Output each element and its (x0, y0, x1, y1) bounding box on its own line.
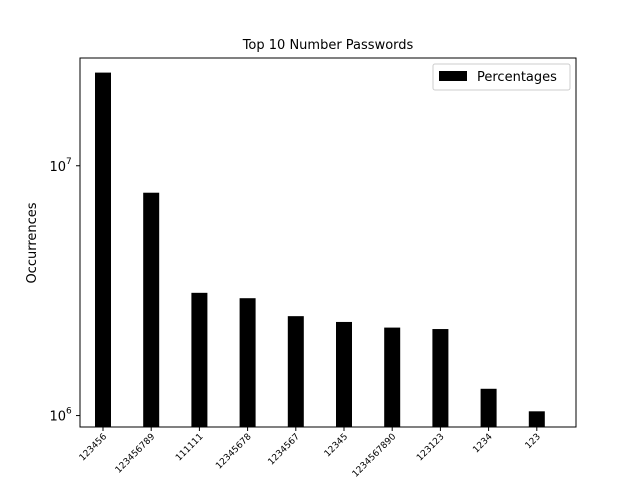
bar-12345678 (239, 298, 256, 427)
bar-123456789 (143, 192, 160, 427)
y-tick-exponent: 7 (66, 157, 72, 167)
bar-123123 (432, 329, 449, 427)
plot-frame (79, 57, 577, 428)
x-tick-label: 123123 (415, 432, 446, 463)
legend-box (432, 63, 571, 91)
bar-1234567890 (384, 327, 401, 427)
x-tick-label: 12345678 (214, 432, 254, 472)
bar-123 (528, 411, 545, 427)
bar-111111 (191, 292, 208, 427)
legend: Percentages (432, 63, 571, 91)
legend-swatch (439, 71, 467, 81)
bars-group (95, 72, 545, 428)
bar-1234 (480, 388, 497, 427)
x-tick-label: 111111 (174, 432, 205, 463)
x-tick-label: 123456 (78, 432, 110, 464)
y-axis-label: Occurrences (25, 202, 40, 283)
bar-123456 (95, 72, 111, 428)
x-tick-label: 123456789 (114, 432, 158, 476)
bar-1234567 (287, 316, 304, 427)
chart-title: Top 10 Number Passwords (242, 38, 414, 53)
x-tick-label: 1234567 (266, 432, 301, 467)
bar-12345 (336, 321, 352, 427)
x-tick-label: 123 (524, 432, 543, 451)
x-tick-label: 1234567890 (351, 432, 399, 480)
y-tick-label: 10 (49, 410, 66, 425)
y-tick-exponent: 6 (66, 407, 72, 417)
x-tick-label: 1234 (471, 432, 494, 455)
x-axis: 123456 123456789 111111 12345678 1234567 1234… (78, 427, 543, 480)
x-tick-label: 12345 (323, 432, 350, 459)
y-tick-label: 10 (49, 160, 66, 175)
legend-label: Percentages (477, 70, 557, 85)
